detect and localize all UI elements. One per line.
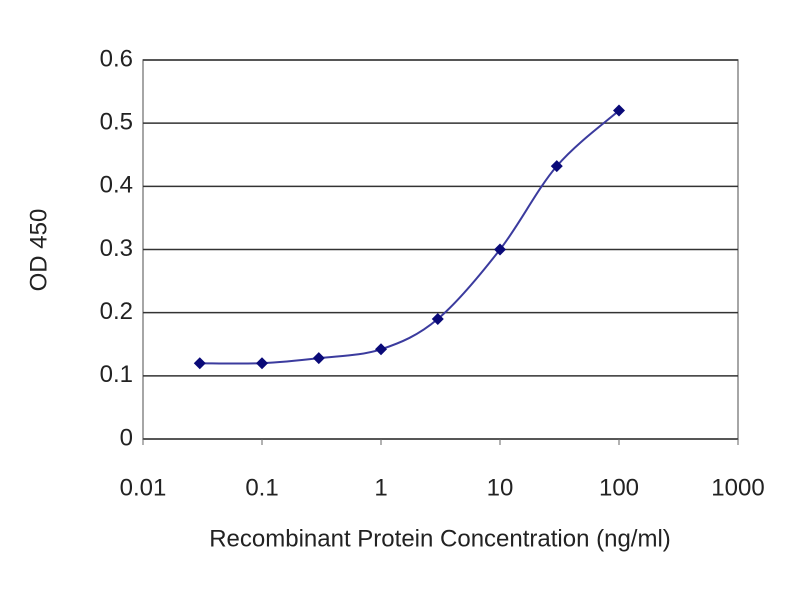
data-point — [256, 357, 268, 370]
x-tick-label: 100 — [599, 474, 639, 501]
y-tick-label: 0.5 — [100, 109, 133, 136]
y-tick-label: 0.2 — [100, 298, 133, 325]
data-point — [431, 312, 444, 325]
x-tick-label: 1000 — [711, 474, 764, 501]
x-tick-label: 0.1 — [245, 474, 278, 501]
x-axis-label: Recombinant Protein Concentration (ng/ml… — [209, 525, 671, 552]
y-tick-label: 0.6 — [100, 45, 133, 72]
y-tick-label: 0.4 — [100, 172, 133, 199]
x-tick-label: 0.01 — [120, 474, 167, 501]
x-tick-label: 10 — [487, 474, 514, 501]
y-axis-label: OD 450 — [25, 209, 52, 292]
x-tick-label: 1 — [374, 474, 387, 501]
data-point — [494, 243, 506, 256]
data-point — [550, 160, 563, 173]
data-point — [312, 352, 325, 365]
data-point — [375, 343, 387, 356]
data-point — [193, 357, 206, 370]
y-tick-label: 0.1 — [100, 361, 133, 388]
data-point — [613, 104, 625, 117]
y-tick-label: 0 — [120, 424, 133, 451]
y-tick-label: 0.3 — [100, 235, 133, 262]
